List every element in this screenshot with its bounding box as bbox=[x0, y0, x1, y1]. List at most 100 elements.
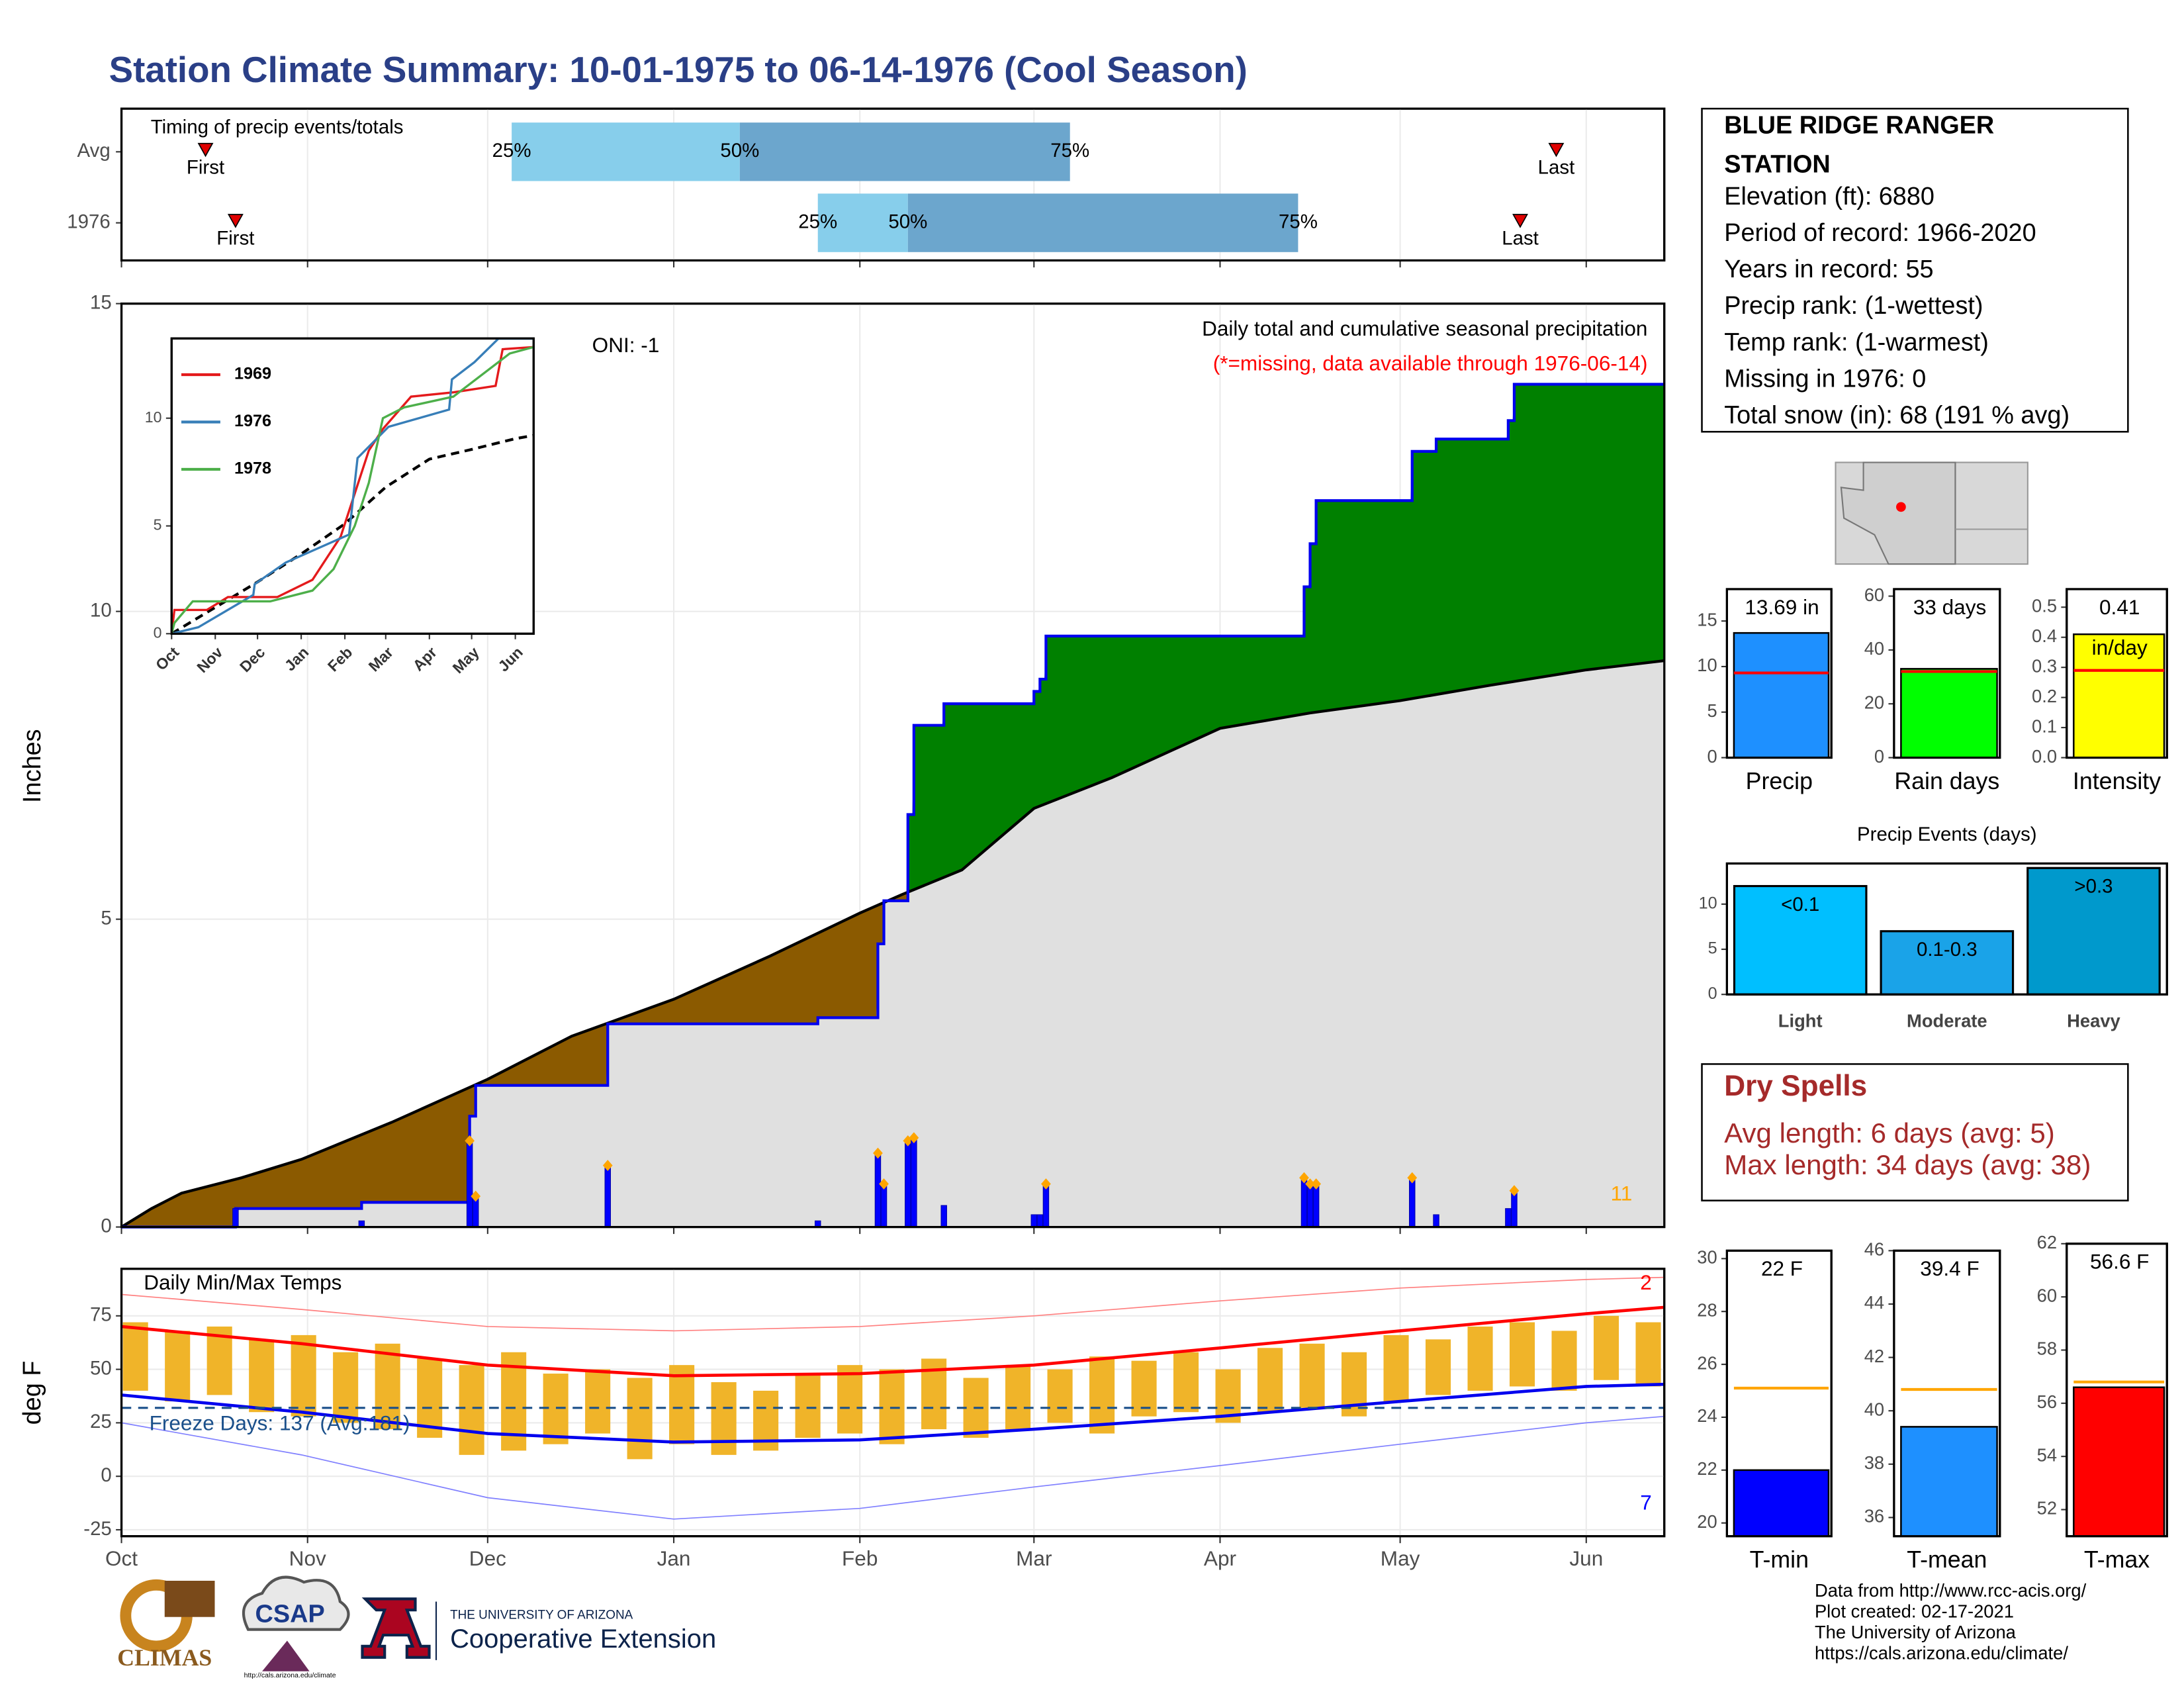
dry-spells-line: Avg length: 6 days (avg: 5) bbox=[1724, 1117, 2055, 1149]
station-info: Missing in 1976: 0 bbox=[1724, 365, 1926, 393]
x-tick-label: Jan bbox=[657, 1546, 691, 1570]
x-tick-label: Jun bbox=[1569, 1546, 1603, 1570]
panel-frame bbox=[170, 337, 535, 635]
dry-spells-title: Dry Spells bbox=[1724, 1070, 1867, 1102]
legend-label: 1978 bbox=[234, 459, 271, 478]
temp-bar bbox=[1383, 1335, 1409, 1402]
dry-spells-panel bbox=[1701, 1063, 2129, 1201]
record-high-line bbox=[121, 1276, 1664, 1332]
event-marker bbox=[227, 214, 244, 228]
station-info: Temp rank: (1-warmest) bbox=[1724, 328, 1989, 356]
legend-label: 1969 bbox=[234, 365, 271, 383]
value-label: 13.69 in bbox=[1745, 595, 1819, 619]
daily-bar bbox=[1300, 1177, 1308, 1228]
y-tick-label: -25 bbox=[83, 1518, 112, 1540]
y-tick-label: 50 bbox=[90, 1357, 112, 1379]
temp-bar bbox=[1173, 1352, 1199, 1413]
x-tick-label: Feb bbox=[842, 1546, 878, 1570]
avg-low-line bbox=[121, 1382, 1664, 1444]
footer-line: Data from http://www.rcc-acis.org/ bbox=[1815, 1580, 2087, 1601]
panel-border bbox=[2066, 588, 2168, 759]
event-marker bbox=[1512, 214, 1528, 228]
x-tick-label: May bbox=[1381, 1546, 1420, 1570]
event-marker bbox=[197, 142, 214, 158]
unit-label: in/day bbox=[2092, 635, 2148, 659]
bar bbox=[2073, 633, 2165, 759]
temp-bar bbox=[879, 1369, 905, 1444]
x-tick-label: Intensity bbox=[2073, 768, 2161, 794]
panel-border bbox=[170, 337, 535, 635]
daily-bar bbox=[1042, 1183, 1050, 1228]
x-tick-label: Precip bbox=[1746, 768, 1813, 794]
y-tick-label: 22 bbox=[1697, 1458, 1717, 1479]
bin-label: 0.1-0.3 bbox=[1917, 939, 1978, 961]
y-tick-label: 60 bbox=[2037, 1285, 2057, 1305]
y-tick-label: 42 bbox=[1864, 1346, 1884, 1366]
y-tick-label: 10 bbox=[1699, 894, 1717, 913]
daily-bar bbox=[1312, 1183, 1320, 1228]
y-tick-label: 26 bbox=[1697, 1352, 1717, 1373]
temp-bar bbox=[1551, 1331, 1577, 1391]
panel-border bbox=[2066, 1243, 2168, 1538]
station-info: Years in record: 55 bbox=[1724, 256, 1933, 283]
quantile-label: 25% bbox=[798, 211, 837, 232]
marker-label: First bbox=[187, 156, 224, 178]
quantile-bar bbox=[512, 122, 740, 181]
x-tick-label: Oct bbox=[105, 1546, 138, 1570]
row-label: 1976 bbox=[67, 211, 110, 232]
temp-bar bbox=[1635, 1322, 1661, 1387]
y-tick-label: 46 bbox=[1864, 1239, 1884, 1260]
panel-border bbox=[120, 107, 1666, 262]
temp-bar bbox=[837, 1365, 863, 1434]
station-name: BLUE RIDGE RANGER bbox=[1724, 111, 1994, 139]
x-tick-label: Moderate bbox=[1907, 1011, 1987, 1031]
y-tick-label: 56 bbox=[2037, 1391, 2057, 1412]
count-label: 11 bbox=[1611, 1182, 1633, 1205]
footer-line: Plot created: 02-17-2021 bbox=[1815, 1601, 2014, 1622]
daily-bar bbox=[1505, 1208, 1512, 1228]
y-tick-label: 75 bbox=[90, 1304, 112, 1326]
x-tick-label: T-mean bbox=[1907, 1546, 1987, 1573]
daily-marker bbox=[602, 1160, 613, 1172]
season-line bbox=[121, 383, 1664, 1229]
temp-bar bbox=[669, 1365, 695, 1444]
station-info: Total snow (in): 68 (191 % avg) bbox=[1724, 402, 2070, 430]
y-tick-label: 10 bbox=[145, 408, 162, 426]
temp-bar bbox=[1467, 1326, 1493, 1391]
y-tick-label: 10 bbox=[90, 599, 112, 621]
y-tick-label: 28 bbox=[1697, 1299, 1717, 1320]
y-tick-label: 0.5 bbox=[2032, 595, 2057, 616]
temp-bar bbox=[1509, 1322, 1535, 1387]
y-tick-label: 15 bbox=[1697, 609, 1717, 630]
quantile-label: 50% bbox=[888, 211, 927, 232]
series-line bbox=[171, 337, 534, 635]
bar bbox=[2026, 867, 2161, 996]
daily-bar bbox=[940, 1205, 947, 1228]
y-tick-label: 0 bbox=[154, 624, 162, 641]
page-title: Station Climate Summary: 10-01-1975 to 0… bbox=[109, 49, 1248, 90]
panel-border bbox=[120, 303, 1666, 1229]
x-tick-label: Rain days bbox=[1894, 768, 1999, 794]
y-tick-label: 25 bbox=[90, 1411, 112, 1432]
daily-bar bbox=[1409, 1177, 1416, 1228]
marker-label: Last bbox=[1538, 156, 1575, 178]
y-tick-label: 5 bbox=[1708, 939, 1717, 958]
value-label: 22 F bbox=[1761, 1256, 1803, 1280]
panel-border bbox=[120, 1268, 1666, 1538]
x-tick-label: Dec bbox=[469, 1546, 506, 1570]
bar bbox=[1900, 1426, 1998, 1537]
y-tick-label: 54 bbox=[2037, 1444, 2057, 1465]
y-axis-title: Inches bbox=[19, 729, 46, 803]
daily-bar bbox=[874, 1152, 882, 1228]
value-label: 0.41 bbox=[2099, 595, 2140, 619]
csap-text: CSAP bbox=[255, 1601, 325, 1628]
daily-bar bbox=[232, 1208, 239, 1228]
series-line bbox=[170, 346, 534, 634]
y-tick-label: 0 bbox=[101, 1215, 111, 1237]
value-label: 33 days bbox=[1913, 595, 1987, 619]
ua-logo bbox=[361, 1597, 431, 1659]
dry-spells-line: Max length: 34 days (avg: 38) bbox=[1724, 1149, 2091, 1180]
y-tick-label: 0 bbox=[1874, 746, 1884, 767]
y-tick-label: 0.1 bbox=[2032, 716, 2057, 736]
